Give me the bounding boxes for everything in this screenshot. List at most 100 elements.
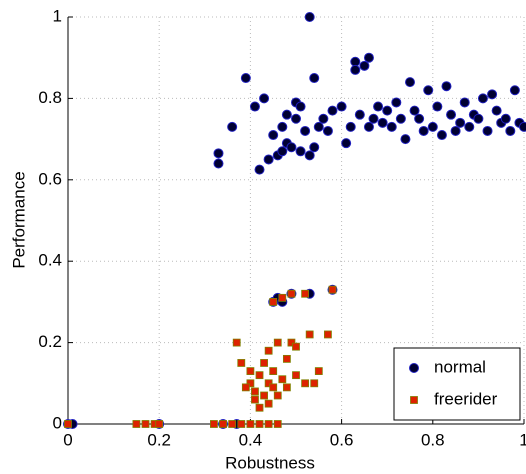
point bbox=[264, 420, 273, 428]
point bbox=[295, 146, 306, 157]
point bbox=[213, 158, 224, 169]
point bbox=[237, 359, 246, 367]
point bbox=[354, 109, 365, 120]
y-tick-label: 0.2 bbox=[38, 332, 62, 351]
point bbox=[322, 125, 333, 136]
point bbox=[251, 395, 259, 404]
x-tick-label: 1 bbox=[519, 430, 526, 449]
point bbox=[487, 89, 498, 100]
point bbox=[263, 154, 274, 165]
point bbox=[269, 383, 278, 392]
point bbox=[232, 338, 241, 347]
point bbox=[418, 125, 429, 136]
point bbox=[264, 399, 273, 408]
point bbox=[277, 146, 288, 157]
point bbox=[292, 342, 300, 351]
point bbox=[260, 359, 268, 367]
point bbox=[309, 73, 320, 84]
point bbox=[228, 420, 237, 428]
point bbox=[273, 391, 282, 400]
point bbox=[328, 285, 337, 294]
point bbox=[350, 64, 361, 75]
point bbox=[246, 367, 255, 375]
point bbox=[410, 396, 418, 404]
legend-label: freerider bbox=[434, 389, 498, 408]
point bbox=[509, 85, 520, 96]
point bbox=[359, 60, 370, 71]
point bbox=[427, 121, 438, 132]
y-tick-label: 0.4 bbox=[38, 251, 62, 270]
point bbox=[241, 383, 250, 392]
point bbox=[264, 379, 273, 388]
point bbox=[373, 101, 384, 112]
point bbox=[254, 164, 265, 175]
point bbox=[423, 85, 434, 96]
point bbox=[341, 138, 352, 149]
point bbox=[310, 379, 319, 388]
point bbox=[141, 420, 150, 428]
point bbox=[409, 363, 419, 373]
point bbox=[260, 391, 268, 400]
point bbox=[477, 93, 488, 104]
point bbox=[282, 383, 291, 392]
point bbox=[459, 97, 470, 108]
point bbox=[219, 420, 227, 428]
point bbox=[282, 354, 291, 363]
point bbox=[132, 420, 141, 428]
point bbox=[305, 330, 314, 339]
point bbox=[286, 142, 297, 153]
point bbox=[295, 101, 306, 112]
point bbox=[436, 130, 447, 141]
point bbox=[259, 93, 270, 104]
point bbox=[386, 121, 397, 132]
y-tick-label: 1 bbox=[53, 6, 62, 25]
point bbox=[278, 293, 287, 302]
point bbox=[255, 420, 264, 428]
point bbox=[291, 113, 301, 124]
point bbox=[363, 52, 374, 63]
point bbox=[273, 338, 282, 347]
x-tick-label: 0.8 bbox=[421, 430, 445, 449]
point bbox=[210, 420, 218, 428]
point bbox=[227, 121, 238, 132]
point bbox=[313, 121, 324, 132]
point bbox=[473, 113, 484, 124]
point bbox=[300, 125, 311, 136]
point bbox=[519, 121, 526, 132]
point bbox=[336, 101, 347, 112]
point bbox=[287, 289, 296, 298]
point bbox=[304, 12, 315, 22]
point bbox=[292, 371, 300, 380]
y-tick-label: 0 bbox=[53, 413, 62, 432]
point bbox=[287, 338, 296, 347]
point bbox=[273, 420, 282, 428]
point bbox=[405, 77, 415, 88]
point bbox=[368, 113, 379, 124]
point bbox=[269, 367, 278, 375]
x-tick-label: 0.4 bbox=[239, 430, 263, 449]
point bbox=[269, 297, 278, 306]
x-tick-label: 0 bbox=[63, 430, 72, 449]
point bbox=[432, 101, 443, 112]
legend-label: normal bbox=[434, 357, 486, 376]
point bbox=[500, 113, 511, 124]
point bbox=[395, 113, 406, 124]
point bbox=[304, 150, 315, 161]
point bbox=[382, 105, 393, 116]
point bbox=[246, 379, 255, 388]
point bbox=[237, 420, 246, 428]
point bbox=[505, 125, 516, 136]
point bbox=[268, 130, 279, 141]
point bbox=[455, 117, 466, 128]
point bbox=[464, 121, 475, 132]
x-axis-label: Robustness bbox=[225, 453, 315, 472]
point bbox=[450, 125, 461, 136]
x-tick-label: 0.6 bbox=[330, 430, 354, 449]
point bbox=[345, 121, 356, 132]
point bbox=[391, 97, 402, 108]
point bbox=[255, 371, 264, 380]
point bbox=[249, 101, 260, 112]
point bbox=[409, 105, 420, 116]
y-tick-label: 0.8 bbox=[38, 88, 62, 107]
point bbox=[246, 420, 255, 428]
